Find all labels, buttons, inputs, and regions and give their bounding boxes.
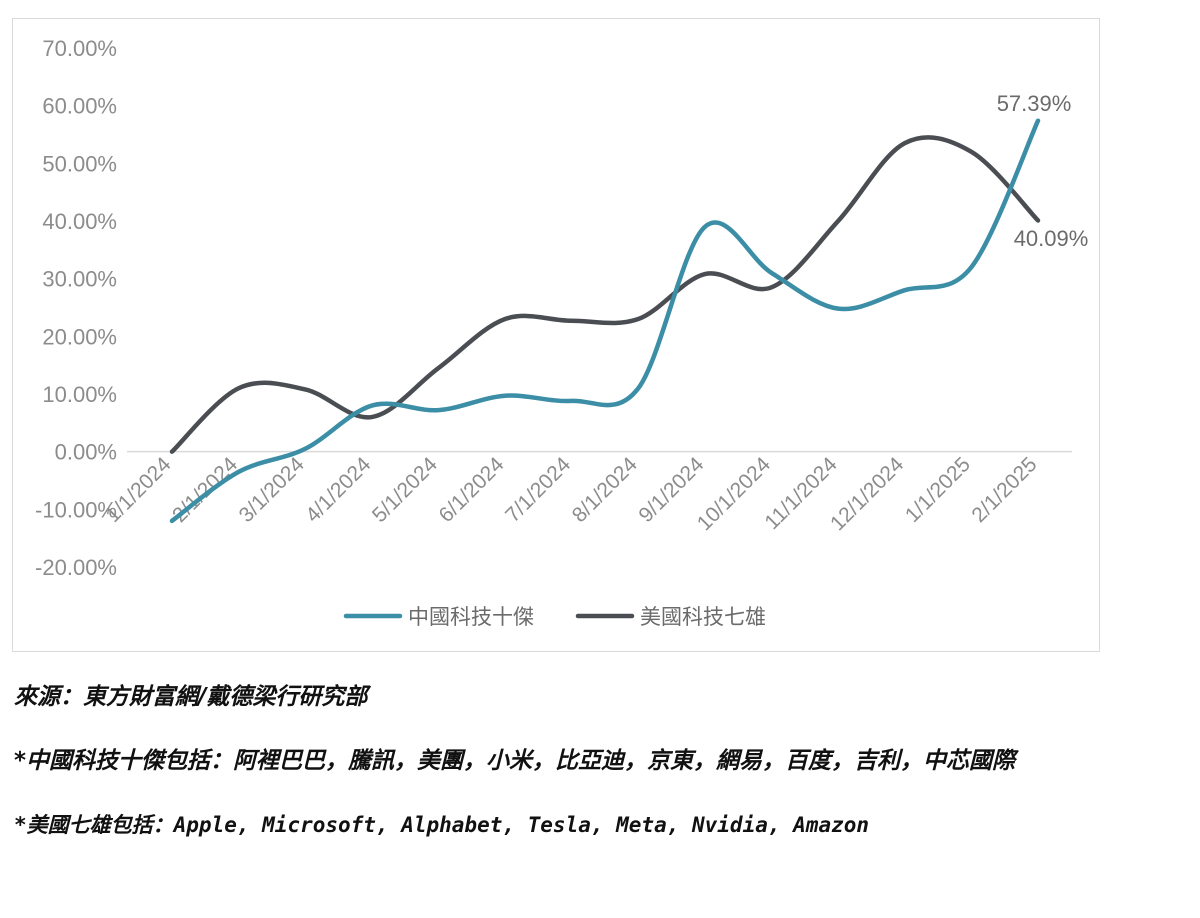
data-label-china-end: 57.39%	[997, 91, 1072, 116]
footnotes: 來源：東方財富網/戴德梁行研究部 *中國科技十傑包括：阿裡巴巴，騰訊，美團，小米…	[14, 676, 1189, 868]
us-members-note: *美國七雄包括：Apple, Microsoft, Alphabet, Tesl…	[14, 813, 870, 837]
y-tick-label: 0.00%	[55, 440, 117, 465]
legend-label: 美國科技七雄	[640, 605, 766, 629]
y-tick-label: 20.00%	[42, 324, 117, 349]
chart-frame	[12, 18, 1100, 652]
x-tick-label: 10/1/2024	[693, 453, 776, 536]
china-members-note: *中國科技十傑包括：阿裡巴巴，騰訊，美團，小米，比亞迪，京東，網易，百度，吉利，…	[14, 748, 1016, 774]
y-tick-label: -10.00%	[35, 497, 117, 522]
data-label-us-end: 40.09%	[1014, 226, 1089, 251]
x-tick-label: 4/1/2024	[301, 453, 375, 527]
series-line-us	[169, 135, 1041, 454]
y-tick-label: 40.00%	[42, 209, 117, 234]
line-chart: 70.00% 60.00% 50.00% 40.00% 30.00% 20.00% 10.0…	[35, 36, 1089, 629]
series-line-china	[169, 118, 1041, 524]
x-tick-label: 6/1/2024	[435, 453, 509, 527]
x-tick-label: 7/1/2024	[501, 453, 575, 527]
x-tick-label: 12/1/2024	[826, 453, 909, 536]
y-tick-label: 60.00%	[42, 94, 117, 119]
x-tick-label: 1/1/2025	[901, 453, 975, 527]
y-tick-label: 10.00%	[42, 382, 117, 407]
x-tick-label: 3/1/2024	[235, 453, 309, 527]
y-tick-label: 30.00%	[42, 267, 117, 292]
x-tick-label: 8/1/2024	[568, 453, 642, 527]
y-tick-label: 50.00%	[42, 151, 117, 176]
y-tick-label: 70.00%	[42, 36, 117, 61]
legend-label: 中國科技十傑	[408, 605, 534, 629]
y-tick-label: -20.00%	[35, 555, 117, 580]
x-tick-label: 5/1/2024	[368, 453, 442, 527]
x-tick-label: 2/1/2025	[967, 453, 1041, 527]
source-note: 來源：東方財富網/戴德梁行研究部	[14, 684, 368, 710]
